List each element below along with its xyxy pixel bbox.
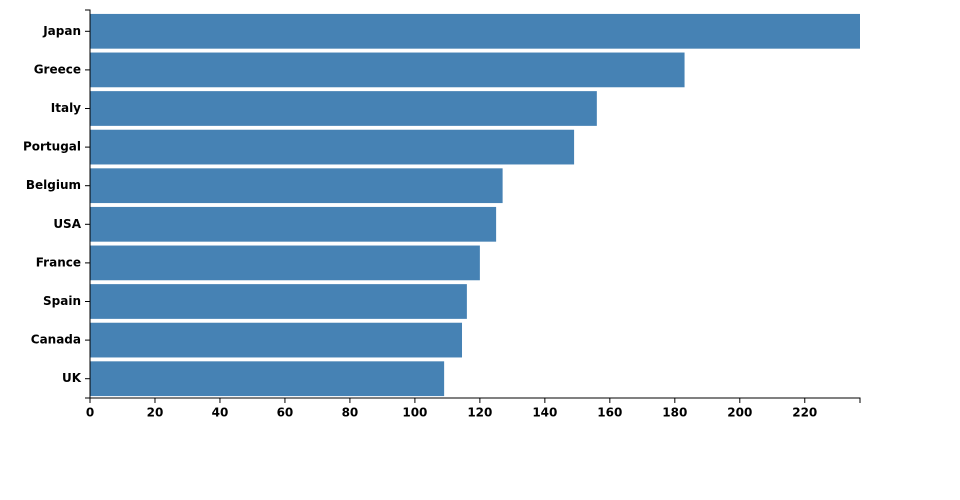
x-tick-label: 100 [402, 406, 427, 420]
x-tick-label: 80 [342, 406, 359, 420]
x-tick-label: 60 [277, 406, 294, 420]
x-tick-label: 200 [727, 406, 752, 420]
x-axis [89, 397, 861, 403]
x-tick-label: 140 [532, 406, 557, 420]
bar [90, 52, 685, 88]
x-tick-label: 160 [597, 406, 622, 420]
x-tick-label: 0 [86, 406, 94, 420]
y-tick-label: Belgium [26, 178, 81, 192]
x-tick-label: 120 [467, 406, 492, 420]
y-tick-label: Spain [43, 294, 81, 308]
x-tick-label: 220 [792, 406, 817, 420]
bar [90, 91, 597, 126]
y-tick-label: Portugal [23, 140, 81, 154]
x-tick-label: 40 [212, 406, 229, 420]
y-tick-label: Canada [31, 333, 81, 347]
y-tick-label: UK [62, 371, 82, 385]
x-tick-label: 180 [662, 406, 687, 420]
y-axis [85, 9, 91, 399]
y-tick-label: Italy [51, 101, 81, 115]
bar [90, 13, 860, 49]
bar [90, 322, 463, 358]
x-tick-label: 20 [147, 406, 164, 420]
bar [90, 168, 503, 204]
y-tick-label: France [36, 255, 81, 269]
bar [90, 245, 480, 281]
bar [90, 206, 497, 242]
y-tick-label: Japan [42, 24, 81, 38]
bar [90, 129, 575, 165]
bar [90, 361, 445, 397]
y-tick-label: Greece [34, 62, 81, 76]
bar [90, 284, 467, 319]
y-tick-label: USA [53, 217, 81, 231]
